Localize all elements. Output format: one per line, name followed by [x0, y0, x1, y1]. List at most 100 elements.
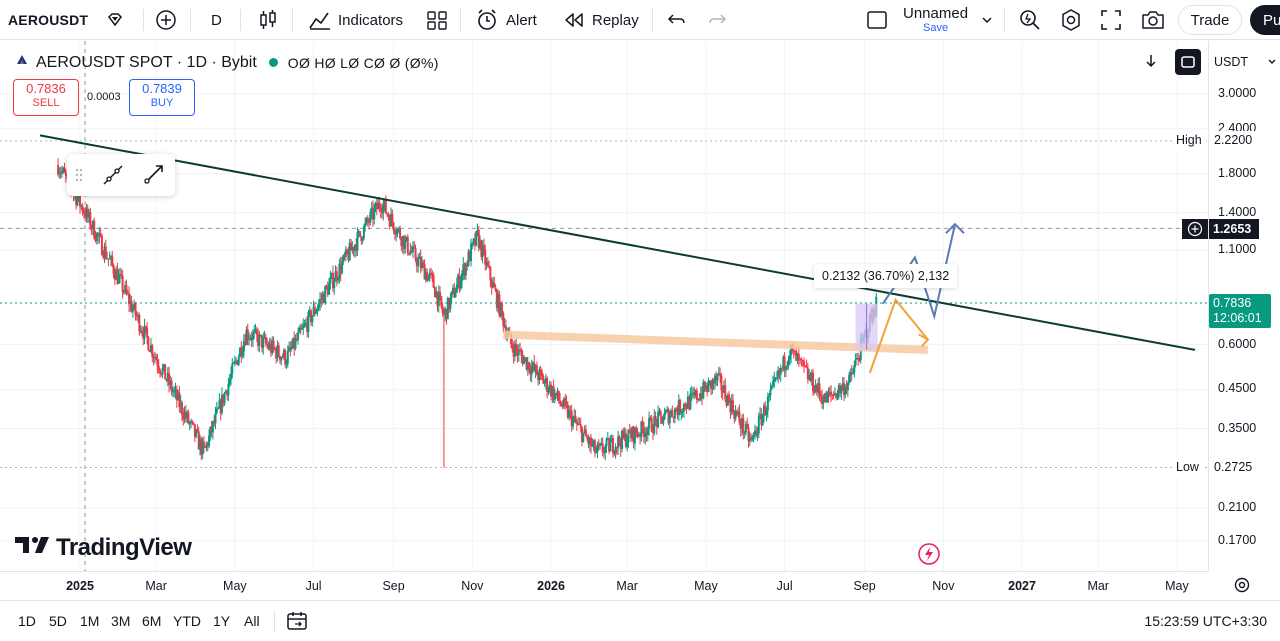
quick-search-icon[interactable]: [1018, 0, 1042, 40]
candle-body: [104, 246, 107, 259]
timeframe-button[interactable]: 1M: [80, 613, 100, 629]
chevron-down-icon[interactable]: [1266, 55, 1278, 73]
candle-body: [113, 273, 116, 280]
price-axis[interactable]: USDT 3.0000 2.4000 1.8000 1.4000 1.1000 0.600…: [1146, 41, 1280, 571]
trade-button[interactable]: Trade: [1178, 5, 1242, 35]
fullscreen-icon[interactable]: [1100, 0, 1122, 40]
candle-body: [783, 356, 786, 371]
timeframe-button[interactable]: 3M: [111, 613, 131, 629]
candle-body: [281, 357, 284, 359]
chevron-down-icon[interactable]: [980, 0, 994, 40]
time-tick-label: Jul: [305, 579, 322, 593]
candle-body: [520, 350, 523, 356]
price-tick-label: 1.4000: [1218, 204, 1257, 219]
candle-body: [242, 341, 245, 352]
settings-gear-icon[interactable]: [1059, 0, 1083, 40]
candle-body: [59, 172, 62, 174]
candle-body: [802, 360, 805, 366]
symbol-legend: AEROUSDT SPOT · 1D · Bybit OØ HØ LØ CØ Ø…: [14, 52, 439, 73]
candle-body: [637, 434, 640, 437]
candle-body: [848, 375, 851, 384]
candle-body: [211, 421, 214, 433]
price-chart[interactable]: [0, 41, 1208, 571]
candle-body: [485, 261, 488, 265]
session-clock[interactable]: 15:23:59 UTC+3:30: [1144, 613, 1267, 629]
time-tick-label: 2025: [66, 579, 94, 593]
undo-icon[interactable]: [667, 0, 687, 40]
layout-toggle-checkbox[interactable]: [866, 0, 888, 40]
layout-name-button[interactable]: Unnamed Save: [903, 0, 968, 40]
replay-button[interactable]: Replay: [562, 0, 639, 40]
redo-icon[interactable]: [707, 0, 727, 40]
arrow-down-icon[interactable]: [1144, 53, 1158, 74]
timeframe-button[interactable]: 6M: [142, 613, 162, 629]
diamond-icon[interactable]: [105, 10, 125, 30]
timeframe-button[interactable]: 5D: [49, 613, 67, 629]
candles-icon[interactable]: [257, 0, 279, 40]
candle-body: [582, 432, 585, 442]
lightning-event-icon[interactable]: [917, 542, 941, 571]
candle-body: [369, 212, 372, 223]
candle-body: [529, 370, 532, 375]
add-alert-plus-icon[interactable]: [1182, 219, 1208, 239]
alert-button[interactable]: Alert: [475, 0, 537, 40]
save-link[interactable]: Save: [923, 22, 949, 34]
drawings[interactable]: [39, 134, 1196, 374]
timeframe-button[interactable]: All: [244, 613, 260, 629]
interval-button[interactable]: D: [211, 11, 222, 29]
candle-body: [531, 362, 534, 367]
templates-icon[interactable]: [426, 0, 448, 40]
candle-body: [490, 280, 493, 288]
sell-button[interactable]: 0.7836 SELL: [13, 79, 79, 116]
candle-body: [725, 399, 728, 406]
drawing-floating-toolbar[interactable]: [67, 154, 175, 196]
candle-body: [497, 294, 500, 308]
candle-body: [448, 298, 451, 310]
candle-body: [641, 421, 644, 429]
candle-body: [342, 255, 345, 263]
chart-settings-gear-icon[interactable]: [1233, 576, 1251, 599]
drag-handle-icon[interactable]: [75, 167, 83, 188]
chart-pane[interactable]: AEROUSDT SPOT · 1D · Bybit OØ HØ LØ CØ Ø…: [0, 41, 1208, 571]
indicators-button[interactable]: Indicators: [308, 0, 403, 40]
ray-tool-icon[interactable]: [140, 162, 166, 193]
trendline-tool-icon[interactable]: [100, 162, 126, 193]
time-axis[interactable]: 2025 Mar May Jul Sep Nov 2026 Mar May Jul Sep Nov 20…: [0, 571, 1208, 599]
candle-body: [267, 344, 270, 349]
candle-body: [204, 447, 207, 449]
candle-body: [666, 409, 669, 411]
candle-body: [502, 312, 505, 327]
symbol-search[interactable]: AEROUSDT: [8, 0, 144, 40]
candle-body: [636, 433, 639, 437]
candle-body: [795, 350, 798, 361]
date-range-calendar-icon[interactable]: [286, 610, 308, 637]
high-value: 2.2200: [1210, 131, 1257, 150]
timeframe-button[interactable]: 1Y: [213, 613, 231, 629]
candle-body: [356, 232, 359, 251]
camera-snapshot-icon[interactable]: [1140, 0, 1166, 40]
time-tick-label: 2027: [1008, 579, 1036, 593]
buy-button[interactable]: 0.7839 BUY: [129, 79, 195, 116]
candle-body: [735, 410, 738, 414]
candle-body: [741, 418, 744, 429]
candle-body: [75, 193, 78, 206]
candle-body: [515, 343, 518, 350]
candle-body: [143, 325, 146, 339]
compare-plus-icon[interactable]: [154, 0, 178, 40]
candle-body: [82, 212, 85, 214]
candle-body: [64, 172, 67, 176]
candle-body: [686, 396, 689, 409]
timeframe-button[interactable]: YTD: [173, 613, 201, 629]
divider: [460, 9, 461, 31]
currency-select[interactable]: USDT: [1214, 55, 1249, 69]
candle-body: [489, 266, 492, 281]
candle-body: [134, 303, 137, 316]
candle-body: [743, 432, 746, 434]
publish-button[interactable]: Pu: [1250, 5, 1280, 35]
candle-body: [721, 390, 724, 393]
candle-body: [124, 285, 127, 292]
buy-label: BUY: [150, 96, 174, 109]
candle-body: [320, 298, 323, 300]
timeframe-button[interactable]: 1D: [18, 613, 36, 629]
auto-scale-icon[interactable]: [1175, 49, 1201, 75]
